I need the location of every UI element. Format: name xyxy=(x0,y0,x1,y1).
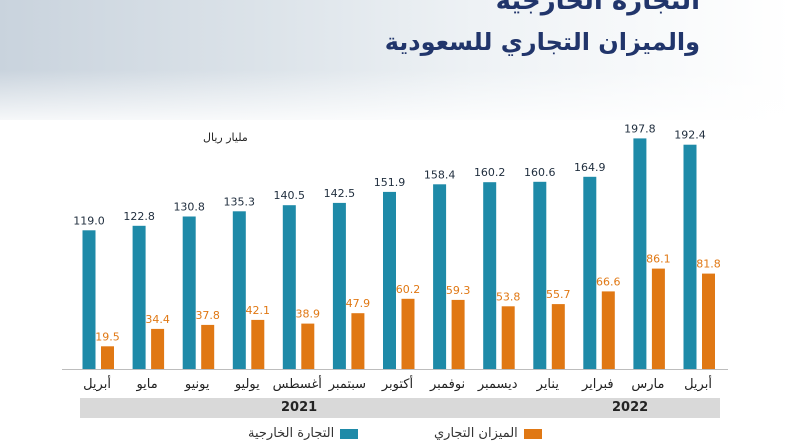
data-label-foreign-trade-3: 135.3 xyxy=(224,195,256,208)
data-label-trade-balance-2: 37.8 xyxy=(195,309,220,322)
bar-trade-balance-0 xyxy=(101,346,114,369)
bar-trade-balance-4 xyxy=(301,323,315,369)
category-label-12: أبريل xyxy=(684,375,712,392)
category-label-8: ديسمبر xyxy=(477,377,518,392)
data-label-trade-balance-0: 19.5 xyxy=(95,330,120,343)
category-label-10: فبراير xyxy=(581,377,614,392)
bar-trade-balance-2 xyxy=(201,324,215,369)
data-label-foreign-trade-12: 192.4 xyxy=(674,129,706,142)
data-label-trade-balance-1: 34.4 xyxy=(145,313,170,326)
data-label-foreign-trade-2: 130.8 xyxy=(173,201,205,214)
bar-foreign-trade-0 xyxy=(82,230,96,369)
data-label-foreign-trade-6: 151.9 xyxy=(374,176,406,189)
bar-foreign-trade-7 xyxy=(433,184,447,369)
year-label-2022: 2022 xyxy=(612,400,649,415)
bar-trade-balance-10 xyxy=(601,291,615,369)
data-label-foreign-trade-11: 197.8 xyxy=(624,122,656,135)
data-label-foreign-trade-1: 122.8 xyxy=(123,210,155,223)
data-label-trade-balance-11: 86.1 xyxy=(646,253,671,266)
category-label-3: يوليو xyxy=(234,377,260,392)
bar-foreign-trade-4 xyxy=(282,205,296,369)
bar-trade-balance-9 xyxy=(551,304,565,369)
bar-foreign-trade-10 xyxy=(583,176,597,369)
bar-foreign-trade-3 xyxy=(232,211,246,369)
bar-foreign-trade-2 xyxy=(182,216,196,369)
category-label-1: مايو xyxy=(135,377,157,392)
header-fade xyxy=(0,70,792,130)
bar-trade-balance-8 xyxy=(501,306,515,369)
bar-trade-balance-11 xyxy=(651,268,665,369)
data-label-trade-balance-7: 59.3 xyxy=(446,284,471,297)
data-label-trade-balance-9: 55.7 xyxy=(546,288,571,301)
bar-trade-balance-1 xyxy=(151,328,165,369)
bar-trade-balance-12 xyxy=(702,273,715,369)
bar-trade-balance-3 xyxy=(251,319,265,369)
data-label-foreign-trade-0: 119.0 xyxy=(73,214,105,227)
bar-trade-balance-7 xyxy=(451,299,465,369)
data-label-trade-balance-10: 66.6 xyxy=(596,275,621,288)
data-label-foreign-trade-9: 160.6 xyxy=(524,166,556,179)
legend-swatch-foreign-trade xyxy=(340,428,359,439)
data-label-trade-balance-8: 53.8 xyxy=(496,290,521,303)
bar-foreign-trade-5 xyxy=(332,202,346,369)
category-label-6: أكتوبر xyxy=(381,375,413,392)
data-label-foreign-trade-7: 158.4 xyxy=(424,168,456,181)
legend-label-foreign-trade: التجارة الخارجية xyxy=(248,426,335,441)
category-label-0: أبريل xyxy=(83,375,111,392)
year-label-2021: 2021 xyxy=(281,400,318,415)
data-label-foreign-trade-8: 160.2 xyxy=(474,166,506,179)
category-label-5: سبتمبر xyxy=(328,377,366,392)
bar-trade-balance-5 xyxy=(351,313,365,369)
data-label-foreign-trade-10: 164.9 xyxy=(574,161,606,174)
legend-swatch-trade-balance xyxy=(523,428,542,439)
bar-foreign-trade-12 xyxy=(683,144,697,369)
bar-foreign-trade-8 xyxy=(483,182,497,369)
bar-foreign-trade-6 xyxy=(383,191,396,369)
category-label-2: يونيو xyxy=(184,377,210,392)
category-label-11: مارس xyxy=(631,377,664,392)
category-label-7: نوفمبر xyxy=(429,377,465,392)
legend-item-foreign-trade: التجارة الخارجية xyxy=(248,426,359,441)
data-label-trade-balance-6: 60.2 xyxy=(396,283,421,296)
data-label-trade-balance-3: 42.1 xyxy=(246,304,271,317)
bar-foreign-trade-11 xyxy=(633,138,647,369)
legend-item-trade-balance: الميزان التجاري xyxy=(434,426,542,441)
chart-title-line1: التجارة الخارجية xyxy=(495,0,700,16)
year-band xyxy=(80,398,720,418)
data-label-foreign-trade-5: 142.5 xyxy=(324,187,356,200)
category-label-4: أغسطس xyxy=(273,375,322,392)
data-label-trade-balance-12: 81.8 xyxy=(696,258,721,271)
category-label-9: يناير xyxy=(536,377,560,392)
data-label-trade-balance-4: 38.9 xyxy=(296,308,321,321)
bar-foreign-trade-1 xyxy=(132,225,146,369)
data-label-foreign-trade-4: 140.5 xyxy=(274,189,306,202)
chart-title-line2: والميزان التجاري للسعودية xyxy=(384,28,700,56)
data-label-trade-balance-5: 47.9 xyxy=(346,297,371,310)
legend-label-trade-balance: الميزان التجاري xyxy=(434,426,518,441)
bar-foreign-trade-9 xyxy=(533,181,547,369)
bar-trade-balance-6 xyxy=(401,298,415,369)
unit-label: مليار ريال xyxy=(203,131,248,144)
